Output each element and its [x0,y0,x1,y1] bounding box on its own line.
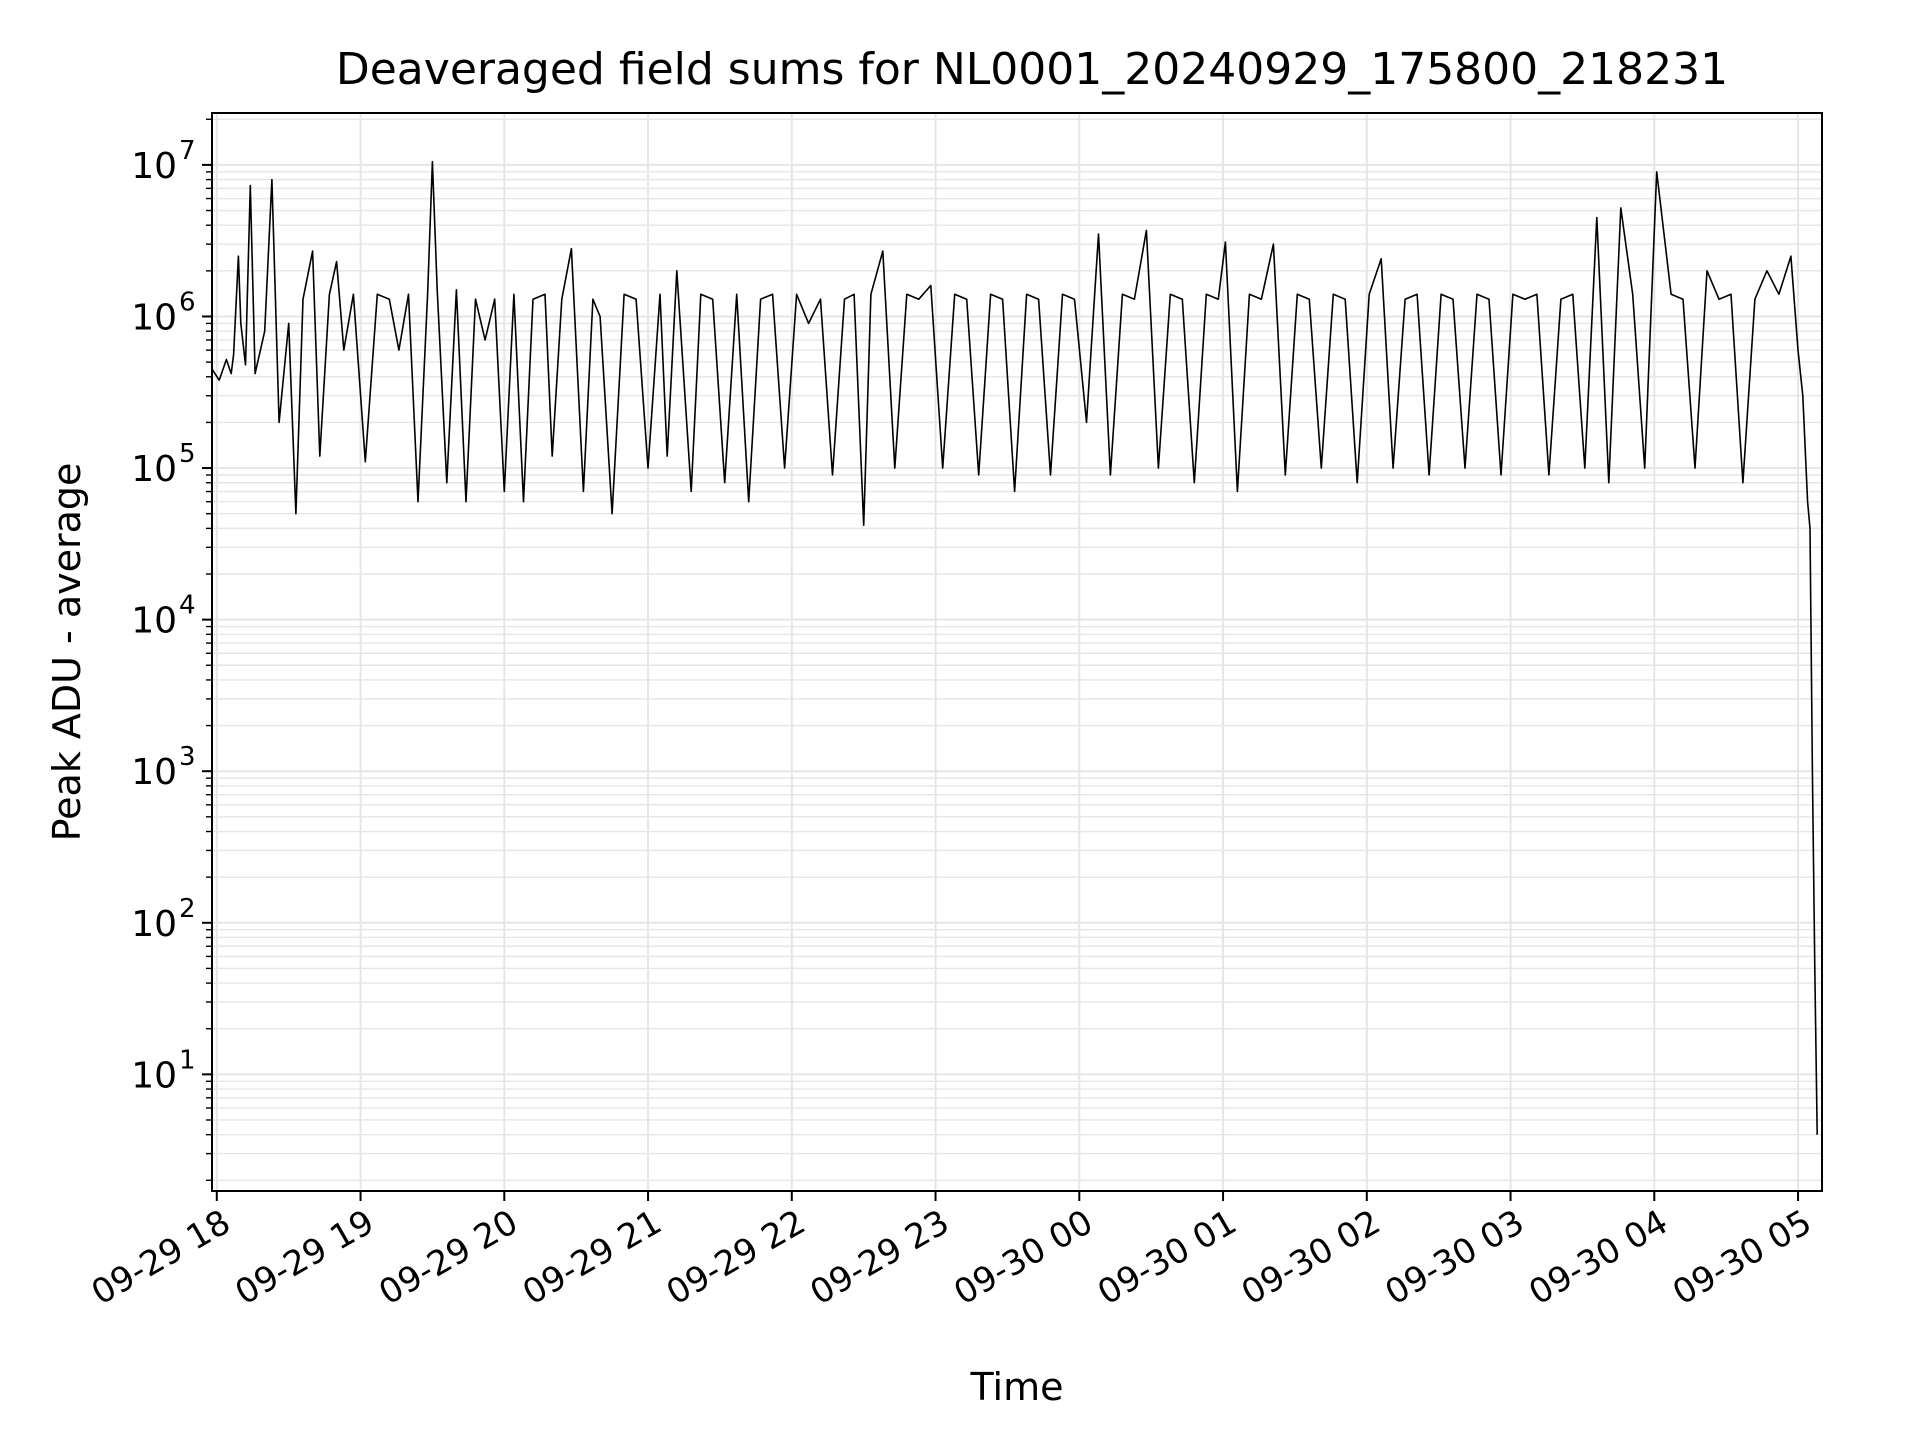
y-tick-base: 10 [131,601,177,642]
y-tick-base: 10 [131,904,177,945]
y-tick-exponent: 7 [179,136,196,166]
y-tick-label: 10 [131,904,177,945]
grid [212,113,1822,1191]
y-tick-base: 10 [131,752,177,793]
y-tick-label: 10 [131,297,177,338]
series-line [211,160,1818,1135]
y-tick-base: 10 [131,449,177,490]
y-tick-base: 10 [131,146,177,187]
y-tick-base: 10 [131,1055,177,1096]
plot-area-frame [211,112,1823,1192]
y-tick-exponent: 4 [179,591,196,621]
y-tick-exponent: 3 [179,742,196,772]
y-tick-label: 10 [131,1055,177,1096]
y-tick-base: 10 [131,297,177,338]
y-tick-label: 10 [131,449,177,490]
chart-title: Deaveraged field sums for NL0001_2024092… [336,44,1728,95]
x-axis-label: Time [970,1365,1064,1409]
y-tick-label: 10 [131,601,177,642]
y-tick-exponent: 1 [179,1045,196,1075]
y-tick-label: 10 [131,146,177,187]
y-axis-label: Peak ADU - average [45,463,89,842]
y-tick-exponent: 6 [179,287,196,317]
y-tick-label: 10 [131,752,177,793]
y-tick-exponent: 2 [179,894,196,924]
y-tick-exponent: 5 [179,439,196,469]
